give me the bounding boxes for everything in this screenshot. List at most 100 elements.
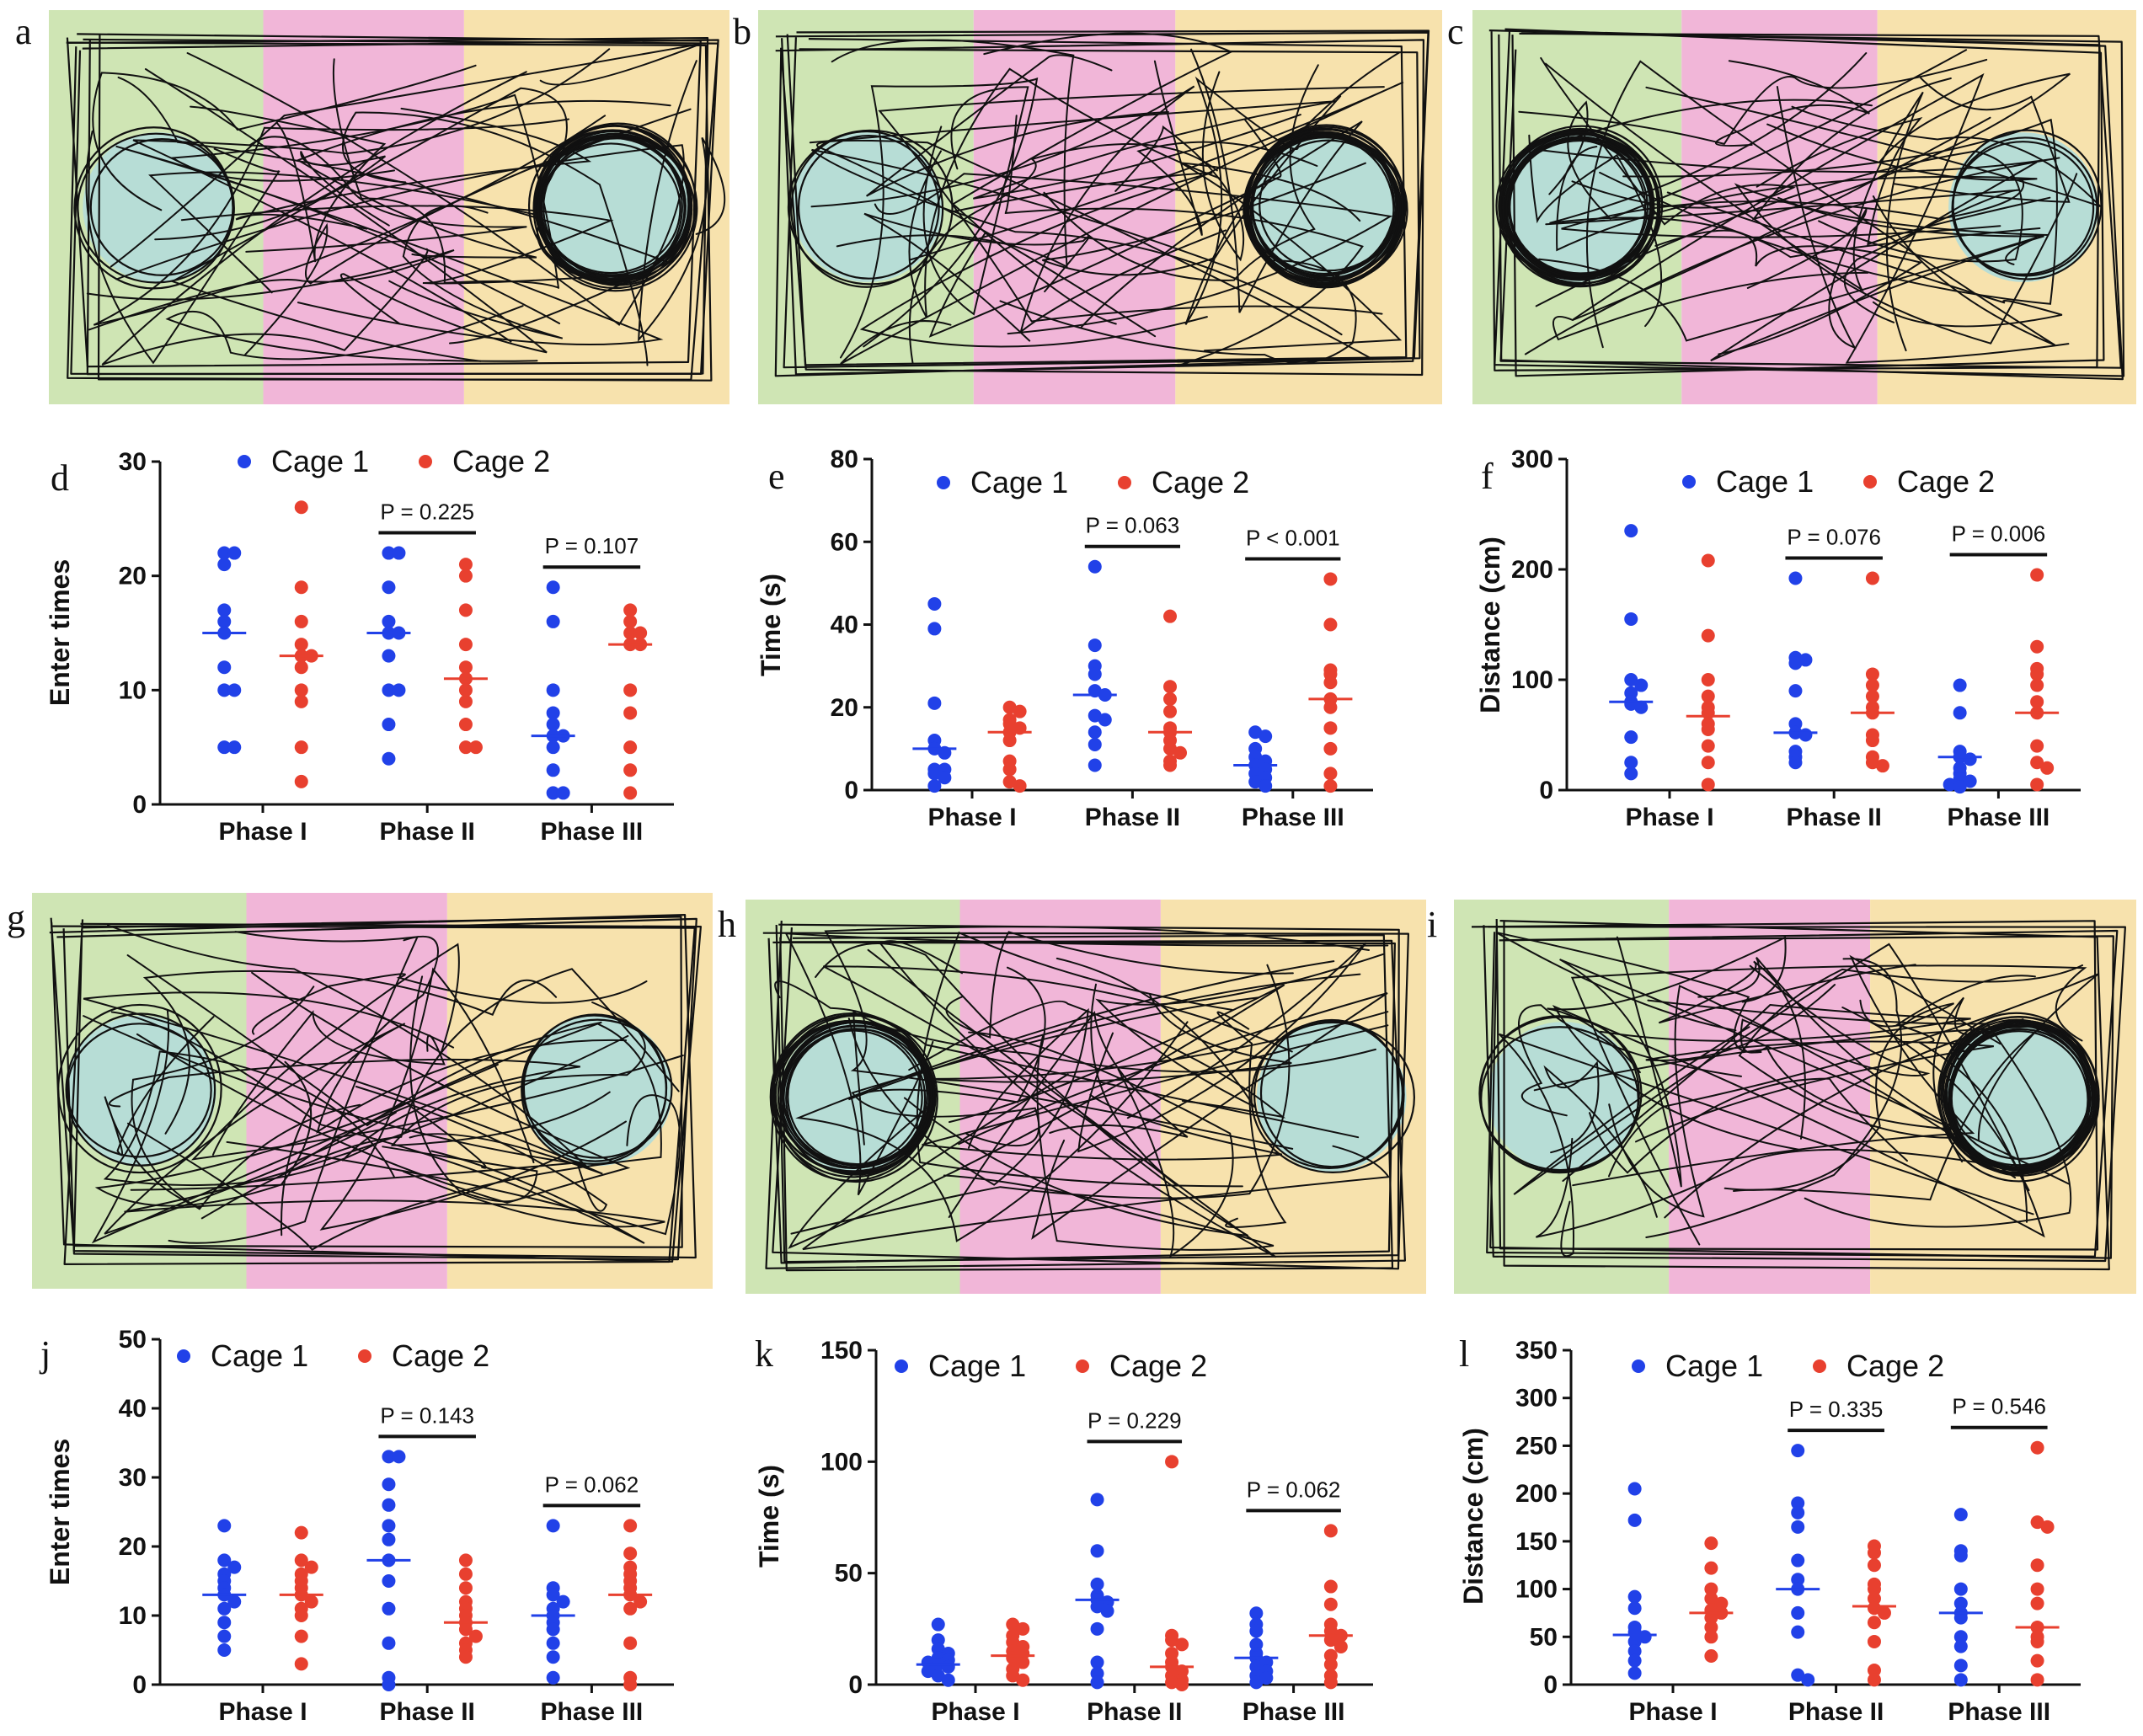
- track-loop: [521, 1014, 667, 1166]
- data-point: [1953, 1582, 1968, 1596]
- data-point: [1323, 572, 1338, 586]
- y-tick-label: 20: [119, 563, 147, 590]
- y-tick-label: 100: [1515, 1576, 1558, 1604]
- data-point: [1877, 1605, 1891, 1620]
- category-label: Phase II: [379, 818, 474, 846]
- data-point: [1867, 1546, 1881, 1560]
- track-path: [86, 249, 455, 331]
- track-path: [1055, 953, 1384, 1109]
- data-point: [458, 558, 473, 572]
- track-path: [1751, 72, 2071, 221]
- data-point: [1175, 1637, 1189, 1652]
- track-path: [1556, 123, 2038, 252]
- category-label: Phase II: [1788, 1698, 1884, 1726]
- data-point: [294, 740, 308, 755]
- track-path: [908, 67, 1221, 318]
- y-axis-title: Distance (cm): [1458, 1428, 1488, 1605]
- data-point: [623, 1546, 638, 1561]
- y-axis-title: Time (s): [754, 1465, 784, 1568]
- data-point: [1016, 1673, 1030, 1687]
- data-point: [392, 683, 406, 697]
- legend-label: Cage 2: [392, 1338, 489, 1373]
- track-path: [211, 1010, 446, 1156]
- track-path: [1471, 918, 2099, 1251]
- y-axis-title: Enter times: [45, 559, 75, 706]
- data-point: [1704, 1610, 1718, 1625]
- y-tick-label: 30: [119, 1464, 147, 1492]
- data-point: [623, 740, 638, 755]
- data-point: [458, 683, 473, 697]
- track-path: [810, 148, 1343, 336]
- track-loop: [1259, 1018, 1403, 1168]
- category-label: Phase III: [1242, 804, 1344, 831]
- data-point: [633, 626, 648, 640]
- legend-marker: [1076, 1359, 1089, 1373]
- data-point: [458, 569, 473, 583]
- category-label: Phase II: [1786, 804, 1881, 831]
- track-path: [1547, 936, 1787, 1074]
- data-point: [1865, 571, 1879, 585]
- data-point: [1953, 1596, 1968, 1610]
- data-point: [458, 638, 473, 652]
- legend-marker: [1813, 1359, 1826, 1373]
- track-path: [382, 975, 538, 1203]
- data-point: [1323, 1658, 1338, 1672]
- track-path: [1572, 954, 2001, 1187]
- data-point: [1088, 559, 1102, 574]
- data-point: [546, 1588, 560, 1602]
- track-path: [775, 31, 1430, 376]
- data-point: [294, 1657, 308, 1671]
- track-path: [104, 1023, 406, 1237]
- data-point: [1963, 774, 1977, 788]
- category-label: Phase III: [541, 1698, 644, 1726]
- legend-marker: [177, 1349, 190, 1363]
- data-point: [294, 660, 308, 675]
- track-path: [783, 37, 1421, 369]
- legend-marker: [1863, 475, 1877, 489]
- data-point: [546, 718, 560, 732]
- data-point: [1638, 1630, 1652, 1644]
- data-point: [217, 1629, 232, 1643]
- chart-d: d Enter times 0 10 20 30 Phase I Phase II Phas…: [45, 444, 674, 846]
- data-point: [1963, 752, 1977, 767]
- data-point: [1953, 1548, 1968, 1562]
- data-point: [217, 558, 232, 572]
- track-path: [190, 943, 684, 1161]
- track-panel-c: c: [1447, 10, 2136, 404]
- data-point: [546, 1636, 560, 1650]
- track-path: [1533, 1024, 2048, 1201]
- track-loop: [521, 1018, 673, 1159]
- track-path: [638, 60, 726, 342]
- data-point: [1088, 708, 1102, 723]
- data-point: [623, 763, 638, 777]
- track-path: [1114, 71, 1245, 262]
- track-panel-b: b: [733, 10, 1442, 404]
- data-point: [458, 660, 473, 675]
- track-path: [1559, 936, 2070, 1188]
- panel-label: k: [755, 1333, 773, 1375]
- data-point: [2030, 695, 2044, 709]
- data-point: [1865, 756, 1879, 770]
- data-point: [1798, 653, 1813, 667]
- y-tick-label: 350: [1515, 1337, 1558, 1365]
- track-path: [51, 921, 702, 1263]
- panel-label: i: [1427, 904, 1437, 945]
- data-point: [1865, 689, 1879, 703]
- data-point: [1323, 1675, 1338, 1690]
- p-value-label: P = 0.107: [545, 533, 639, 558]
- data-point: [304, 1594, 318, 1609]
- data-point: [2030, 777, 2044, 792]
- track-path: [101, 71, 527, 366]
- track-path: [130, 1086, 608, 1212]
- data-point: [1249, 1606, 1264, 1621]
- legend-marker: [419, 455, 432, 468]
- track-loop: [1478, 1016, 1643, 1172]
- data-point: [556, 1594, 570, 1609]
- track-loop: [1495, 131, 1655, 280]
- legend-marker: [1682, 475, 1696, 489]
- track-path: [1517, 1004, 1742, 1117]
- track-loop: [797, 134, 940, 280]
- data-point: [392, 546, 406, 560]
- data-point: [1801, 1673, 1815, 1687]
- category-label: Phase III: [1243, 1698, 1345, 1726]
